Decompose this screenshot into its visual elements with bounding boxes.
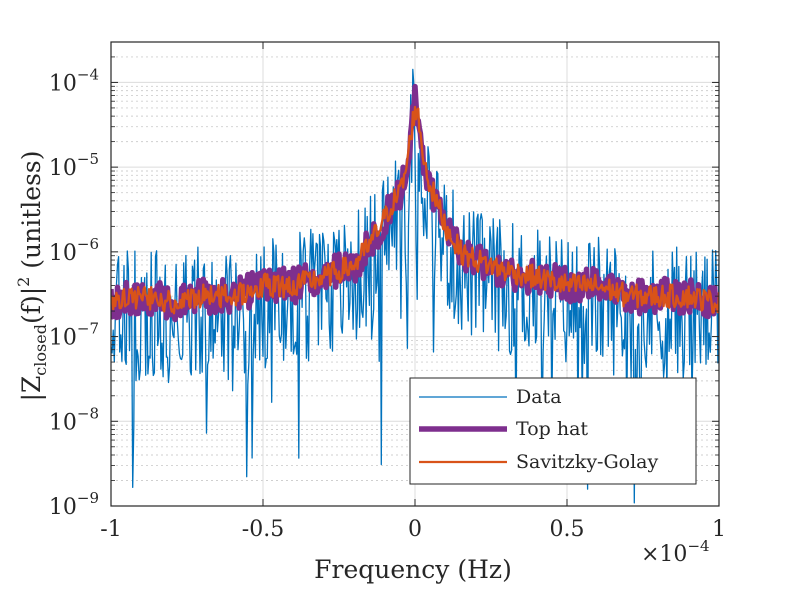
- x-tick-label: -0.5: [242, 517, 284, 542]
- y-tick-label: 10−7: [49, 320, 99, 351]
- y-axis-title-middle: (f)|: [17, 287, 47, 324]
- x-axis-title: Frequency (Hz): [314, 555, 512, 584]
- y-tick-label: 10−4: [49, 65, 99, 96]
- y-axis-title-subscript: closed: [31, 324, 50, 376]
- series-layer: [111, 68, 719, 504]
- legend-label-savitzky-golay: Savitzky-Golay: [516, 451, 658, 473]
- y-axis-title-prefix: |Z: [17, 376, 47, 402]
- x-multiplier: ×10−4: [641, 537, 710, 567]
- x-tick-label: 1: [712, 517, 726, 542]
- y-tick-labels: 10−9 10−8 10−7 10−6 10−5 10−4: [49, 65, 99, 520]
- tick-marks: [110, 42, 720, 507]
- y-tick-label: 10−8: [49, 404, 99, 435]
- legend-label-data: Data: [516, 386, 562, 408]
- y-tick-label: 10−9: [49, 489, 99, 520]
- legend-label-top-hat: Top hat: [516, 418, 588, 440]
- series-line-savitzky-golay: [111, 105, 719, 315]
- y-axis-title-suffix: (unitless): [17, 151, 46, 277]
- x-tick-labels: -1 -0.5 0 0.5 1: [100, 517, 726, 542]
- y-tick-label: 10−5: [49, 150, 99, 181]
- x-multiplier-base: ×10: [641, 542, 687, 567]
- x-tick-label: 0: [408, 517, 422, 542]
- legend: Data Top hat Savitzky-Golay: [409, 377, 697, 485]
- x-tick-label: -1: [100, 517, 121, 542]
- y-axis-title-power: 2: [14, 277, 33, 287]
- y-tick-label: 10−6: [49, 235, 99, 266]
- x-tick-label: 0.5: [550, 517, 585, 542]
- y-axis-title: |Zclosed(f)|2 (unitless): [14, 151, 50, 402]
- x-multiplier-exponent: −4: [687, 537, 709, 555]
- y-axis-title-text: |Zclosed(f)|2 (unitless): [14, 151, 50, 402]
